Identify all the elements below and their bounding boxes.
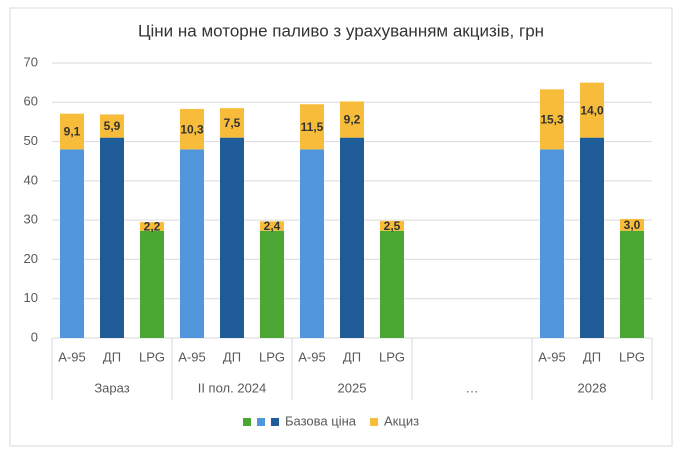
bar-segment [300,149,324,338]
legend-label: Базова ціна [285,413,357,428]
x-tick-label: ДП [583,349,601,364]
data-label: 2,2 [144,220,161,234]
x-tick-label: А-95 [58,349,85,364]
y-tick-label: 70 [24,54,38,69]
data-label: 3,0 [624,218,641,232]
x-tick-label: А-95 [538,349,565,364]
bar-segment [620,230,644,338]
bar-segment [540,149,564,338]
group-label: 2028 [578,380,607,395]
y-tick-label: 60 [24,94,38,109]
bar-segment [580,137,604,338]
legend-label: Акциз [384,413,419,428]
y-tick-label: 50 [24,133,38,148]
data-label: 2,4 [264,219,281,233]
bar-segment [540,89,564,150]
bar-segment [220,108,244,138]
bar-segment [380,220,404,231]
bar-segment [60,113,84,150]
group-label: 2025 [338,380,367,395]
bar-segment [620,218,644,231]
y-tick-label: 30 [24,212,38,227]
bar-segment [580,82,604,138]
bar-segment [140,230,164,338]
y-tick-label: 10 [24,290,38,305]
bar-segment [180,149,204,338]
y-tick-label: 0 [31,329,38,344]
y-tick-label: 40 [24,172,38,187]
y-tick-label: 20 [24,251,38,266]
chart-title: Ціни на моторне паливо з урахуванням акц… [138,21,544,40]
bar-segment [340,137,364,338]
data-label: 9,1 [64,125,81,139]
bar-segment [300,104,324,150]
x-tick-label: ДП [343,349,361,364]
x-tick-label: ДП [103,349,121,364]
data-label: 7,5 [224,116,241,130]
data-label: 5,9 [104,119,121,133]
legend-swatch [370,418,379,426]
bar-segment [180,108,204,150]
bar-segment [100,137,124,338]
bar-segment [220,137,244,338]
group-label: … [466,380,479,395]
data-label: 10,3 [180,122,204,136]
x-tick-label: LPG [379,349,405,364]
x-tick-label: LPG [139,349,165,364]
data-label: 11,5 [301,120,324,134]
data-label: 2,5 [384,219,401,233]
bar-segment [380,230,404,338]
data-label: 9,2 [344,113,361,127]
bar-segment [260,221,284,231]
x-tick-label: ДП [223,349,241,364]
legend-swatch [271,418,279,426]
data-label: 15,3 [540,113,564,127]
group-label: Зараз [94,380,129,395]
bar-segment [260,230,284,338]
bar-segment [140,222,164,231]
x-tick-label: LPG [619,349,645,364]
x-tick-label: LPG [259,349,285,364]
data-label: 14,0 [580,103,604,117]
bar-segment [60,149,84,338]
legend-swatch [243,418,251,426]
x-tick-label: А-95 [178,349,205,364]
group-label: ІІ пол. 2024 [198,380,267,395]
bar-segment [340,101,364,138]
x-tick-label: А-95 [298,349,325,364]
bar-segment [100,114,124,138]
legend-swatch [257,418,265,426]
